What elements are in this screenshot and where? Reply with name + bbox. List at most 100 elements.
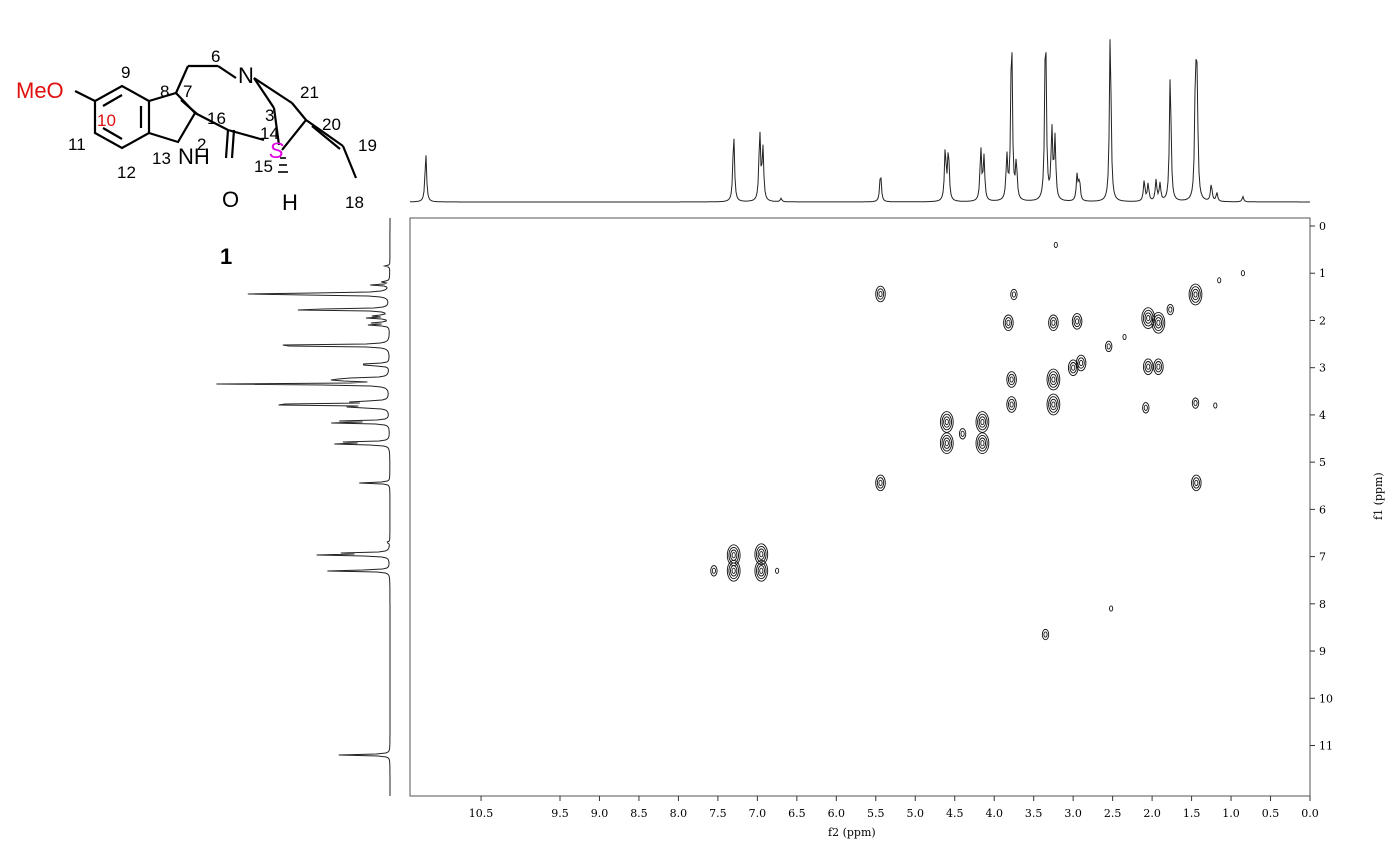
cross-peak xyxy=(1213,402,1218,409)
y-tick-label: 0 xyxy=(1319,220,1326,233)
left-projection-trace xyxy=(216,218,391,796)
y-tick-label: 10 xyxy=(1319,692,1333,705)
cross-peak xyxy=(726,544,741,567)
y-tick-label: 4 xyxy=(1319,409,1326,422)
cross-peak xyxy=(1122,333,1127,341)
cross-peak xyxy=(975,411,990,433)
cross-peak xyxy=(1067,359,1079,376)
atom-label-10: 10 xyxy=(97,111,116,130)
cross-peak xyxy=(1191,474,1202,492)
y-tick-label: 7 xyxy=(1319,551,1326,564)
y-tick-label: 9 xyxy=(1319,645,1326,658)
cross-peak xyxy=(1240,270,1245,277)
atom-label-7: 7 xyxy=(183,82,192,101)
cross-peak xyxy=(1109,605,1114,612)
atom-label-12: 12 xyxy=(117,163,136,182)
cross-peak xyxy=(1010,288,1018,301)
cross-peak xyxy=(726,559,741,582)
cross-peak xyxy=(1046,393,1061,416)
x-tick-label: 6.5 xyxy=(788,807,806,820)
cross-peak xyxy=(975,432,990,455)
x-tick-label: 2.5 xyxy=(1104,807,1122,820)
cross-peak xyxy=(1153,358,1164,375)
cross-peak xyxy=(1048,314,1059,332)
cross-peak xyxy=(1046,368,1061,391)
cross-peak xyxy=(875,285,886,303)
atom-label-18: 18 xyxy=(345,193,364,212)
y-axis-label: f1 (ppm) xyxy=(1372,472,1385,520)
top-projection xyxy=(410,39,1310,203)
x-tick-label: 0.0 xyxy=(1301,807,1319,820)
cross-peak xyxy=(710,565,718,577)
cross-peak xyxy=(939,432,954,455)
atom-label-2: 2 xyxy=(197,135,206,154)
indole-nh-label: NH xyxy=(178,144,210,169)
cross-peak xyxy=(1006,371,1017,388)
cross-peak xyxy=(1142,402,1150,414)
atom-label-20: 20 xyxy=(322,115,341,134)
y-tick-label: 6 xyxy=(1319,503,1326,516)
atom-label-15: 15 xyxy=(254,157,273,176)
x-tick-label: 4.0 xyxy=(985,807,1003,820)
y-axis: 0 1 2 3 4 5 6 7 8 9 10 11 xyxy=(1310,220,1333,752)
cross-peak xyxy=(1003,314,1014,332)
atom-label-16: 16 xyxy=(207,109,226,128)
plot-frame xyxy=(409,217,1311,797)
atom-label-8: 8 xyxy=(160,82,169,101)
amine-n-label: N xyxy=(238,63,254,88)
cross-peak xyxy=(1071,313,1083,330)
y-tick-label: 8 xyxy=(1319,598,1326,611)
x-tick-label: 7.5 xyxy=(709,807,727,820)
atom-label-21: 21 xyxy=(300,83,319,102)
atom-label-11: 11 xyxy=(68,135,86,154)
x-tick-label: 5.5 xyxy=(867,807,885,820)
cross-peak xyxy=(1217,277,1222,284)
cross-peak xyxy=(1191,397,1200,409)
structure-labels: MeO 10 9 8 7 6 N 21 3 14 20 19 18 11 12 … xyxy=(16,47,377,269)
y-tick-label: 1 xyxy=(1319,267,1326,280)
cross-peak xyxy=(958,428,967,440)
carbonyl-oxygen-label: O xyxy=(222,187,239,212)
x-tick-label: 0.5 xyxy=(1262,807,1280,820)
cross-peak xyxy=(875,474,886,492)
x-tick-label: 2.0 xyxy=(1143,807,1161,820)
x-axis-label: f2 (ppm) xyxy=(828,826,876,839)
y-tick-label: 11 xyxy=(1319,739,1333,752)
x-tick-label: 1.0 xyxy=(1222,807,1240,820)
x-tick-label: 6.0 xyxy=(828,807,846,820)
x-tick-label: 9.0 xyxy=(591,807,609,820)
cross-peak xyxy=(1041,628,1050,641)
stereo-hydrogen-label: H xyxy=(282,190,298,215)
cross-peak xyxy=(1166,303,1174,316)
top-projection-trace xyxy=(410,39,1310,203)
atom-label-9: 9 xyxy=(121,63,130,82)
cross-peak xyxy=(1053,241,1058,248)
methoxy-label: MeO xyxy=(16,78,64,103)
cross-peak xyxy=(1105,340,1113,353)
x-tick-label: 8.5 xyxy=(630,807,648,820)
cross-peak xyxy=(1188,283,1203,306)
cross-peak xyxy=(1075,354,1087,372)
y-tick-label: 5 xyxy=(1319,456,1326,469)
x-axis: 10.5 9.5 9.0 8.5 8.0 7.5 7.0 6.5 6.0 5.5 5.0 4.5 4.0… xyxy=(469,796,1319,820)
cross-peak xyxy=(939,411,954,433)
y-tick-label: 3 xyxy=(1319,362,1326,375)
x-tick-label: 7.0 xyxy=(749,807,767,820)
stereo-wedge xyxy=(278,157,288,173)
x-tick-label: 10.5 xyxy=(469,807,494,820)
atom-label-6: 6 xyxy=(211,47,220,66)
cross-peak xyxy=(1006,396,1017,413)
cross-peak xyxy=(775,567,780,574)
atom-label-13: 13 xyxy=(152,149,171,168)
atom-label-14: 14 xyxy=(260,124,279,143)
stereo-descriptor: S xyxy=(269,138,284,163)
cross-peak xyxy=(1142,358,1154,375)
atom-label-3: 3 xyxy=(265,106,274,125)
x-tick-label: 9.5 xyxy=(551,807,569,820)
molecular-structure xyxy=(74,64,358,179)
x-tick-label: 3.5 xyxy=(1025,807,1043,820)
x-tick-label: 3.0 xyxy=(1064,807,1082,820)
x-tick-label: 8.0 xyxy=(670,807,688,820)
x-tick-label: 4.5 xyxy=(946,807,964,820)
